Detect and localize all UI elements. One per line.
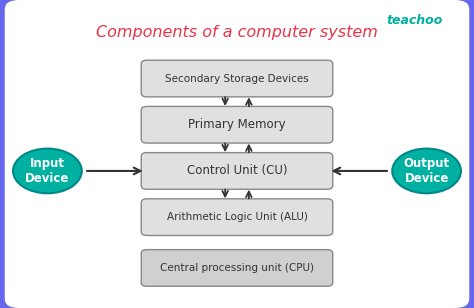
FancyBboxPatch shape [141, 199, 333, 235]
Text: Secondary Storage Devices: Secondary Storage Devices [165, 74, 309, 83]
Text: Input
Device: Input Device [25, 157, 70, 185]
FancyBboxPatch shape [141, 152, 333, 189]
FancyBboxPatch shape [141, 60, 333, 97]
Text: Central processing unit (CPU): Central processing unit (CPU) [160, 263, 314, 273]
FancyBboxPatch shape [5, 0, 469, 308]
Text: Primary Memory: Primary Memory [188, 118, 286, 131]
Ellipse shape [13, 149, 82, 193]
Text: Components of a computer system: Components of a computer system [96, 25, 378, 40]
Text: Control Unit (CU): Control Unit (CU) [187, 164, 287, 177]
FancyBboxPatch shape [141, 107, 333, 143]
Text: Arithmetic Logic Unit (ALU): Arithmetic Logic Unit (ALU) [166, 212, 308, 222]
Ellipse shape [392, 149, 461, 193]
FancyBboxPatch shape [141, 249, 333, 286]
Text: teachoo: teachoo [387, 14, 443, 27]
Text: Output
Device: Output Device [403, 157, 450, 185]
